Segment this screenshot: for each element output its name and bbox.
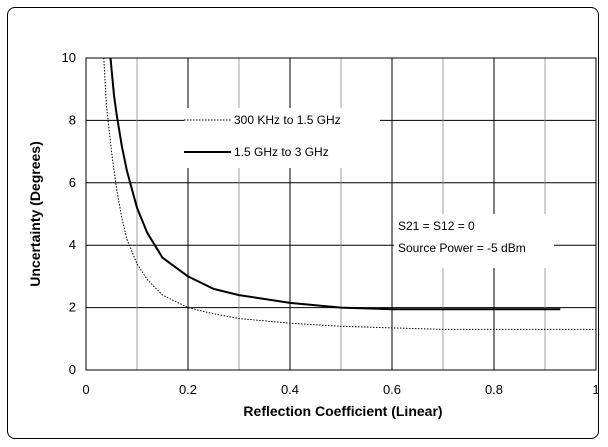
series-lines: [103, 57, 596, 330]
x-tick-label-2: 0.4: [281, 382, 299, 397]
y-tick-label-1: 2: [69, 300, 76, 315]
x-axis-title: Reflection Coefficient (Linear): [243, 403, 442, 419]
x-tick-label-3: 0.6: [383, 382, 401, 397]
x-tick-label-0: 0: [82, 382, 89, 397]
legend-label-series-2: 1.5 GHz to 3 GHz: [234, 145, 329, 159]
chart-frame: 0 2 4 6 8 10 0 0.2 0.4 0.6 0.8 1 Reflection Coeffic…: [7, 7, 600, 439]
plot-area-border: [85, 57, 597, 371]
x-tick-label-4: 0.8: [485, 382, 503, 397]
y-tick-label-3: 6: [69, 175, 76, 190]
y-tick-label-4: 8: [69, 112, 76, 127]
series-line-2: [109, 57, 561, 311]
y-tick-label-2: 4: [69, 237, 76, 252]
x-tick-label-5: 1: [592, 382, 599, 397]
note-background: [394, 214, 554, 268]
x-tick-label-1: 0.2: [179, 382, 197, 397]
legend-label-series-1: 300 KHz to 1.5 GHz: [234, 113, 341, 127]
conditions-note: S21 = S12 = 0 Source Power = -5 dBm: [394, 214, 554, 268]
y-tick-label-0: 0: [69, 362, 76, 377]
y-tick-label-5: 10: [62, 50, 76, 65]
uncertainty-chart: 0 2 4 6 8 10 0 0.2 0.4 0.6 0.8 1 Reflection Coeffic…: [27, 50, 600, 419]
legend: 300 KHz to 1.5 GHz 1.5 GHz to 3 GHz: [184, 108, 380, 168]
series-line-1: [103, 57, 596, 330]
tick-labels: 0 2 4 6 8 10 0 0.2 0.4 0.6 0.8 1: [62, 50, 600, 397]
note-line-2: Source Power = -5 dBm: [398, 241, 526, 255]
note-line-1: S21 = S12 = 0: [398, 219, 475, 233]
legend-background: [184, 108, 380, 168]
y-axis-title: Uncertainty (Degrees): [27, 141, 43, 287]
